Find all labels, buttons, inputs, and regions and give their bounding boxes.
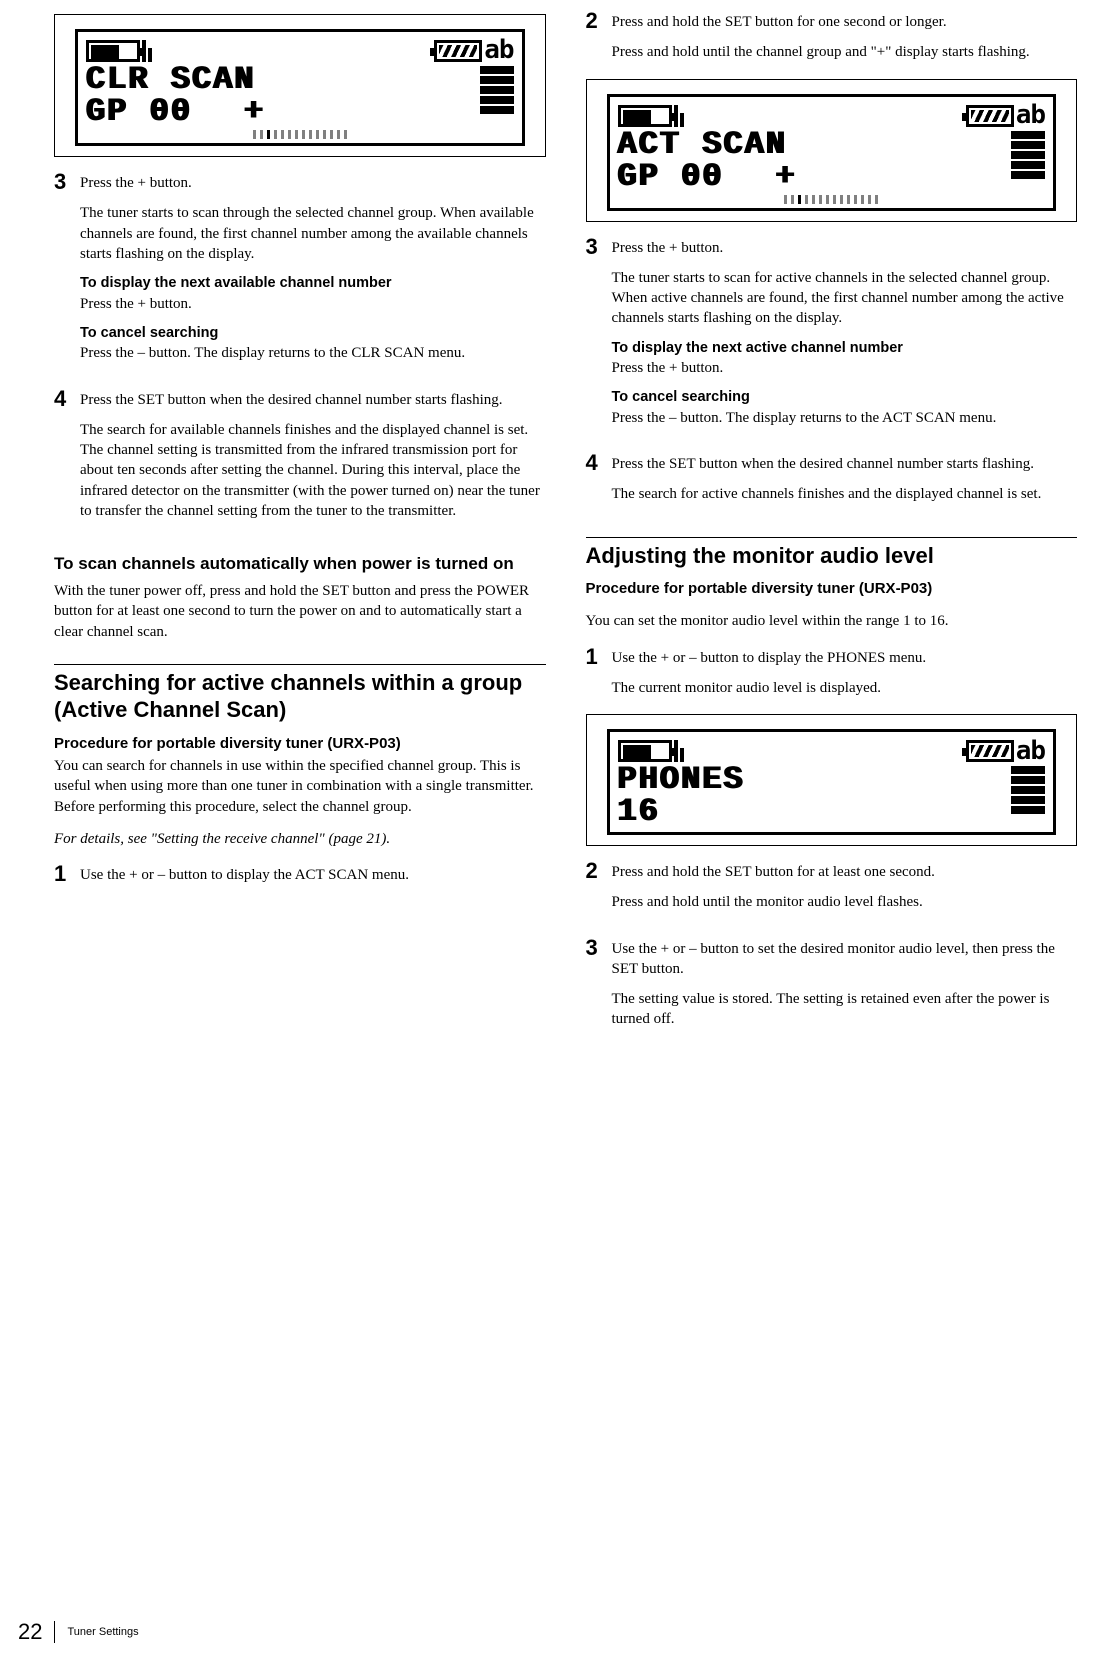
ab-label: ab — [484, 33, 513, 68]
step-lead: Use the + or – button to display the ACT… — [80, 865, 546, 885]
plus-icon: + — [776, 161, 797, 193]
step-lead: Press the SET button when the desired ch… — [80, 390, 546, 410]
lcd-line1: ACT SCAN — [618, 129, 1046, 161]
step-para: The tuner starts to scan for active chan… — [612, 268, 1078, 329]
sub-heading: To cancel searching — [80, 324, 546, 344]
lcd-line1: PHONES — [618, 764, 1046, 796]
step-lead: Press the + button. — [80, 173, 546, 193]
lcd-line2: 16 — [618, 796, 1046, 828]
procedure-heading: Procedure for portable diversity tuner (… — [54, 734, 546, 754]
left-column: ab CLR SCAN GP 00 + 3 Press the + button… — [54, 10, 546, 1046]
plus-icon: + — [244, 96, 265, 128]
step-number: 3 — [586, 937, 612, 1040]
body-para: You can set the monitor audio level with… — [586, 611, 1078, 631]
step-number: 4 — [54, 388, 80, 532]
sub-heading: To display the next active channel numbe… — [612, 339, 1078, 359]
body-para: You can search for channels in use withi… — [54, 756, 546, 797]
step-4: 4 Press the SET button when the desired … — [586, 452, 1078, 515]
procedure-heading: Procedure for portable diversity tuner (… — [586, 579, 1078, 599]
right-column: 2 Press and hold the SET button for one … — [586, 10, 1078, 1046]
step-para: Press the – button. The display returns … — [612, 408, 1078, 428]
sub-heading: To cancel searching — [612, 388, 1078, 408]
step-para: The tuner starts to scan through the sel… — [80, 203, 546, 264]
step-lead: Press the + button. — [612, 238, 1078, 258]
step-number: 2 — [586, 10, 612, 73]
step-number: 2 — [586, 860, 612, 923]
step-para: Press the – button. The display returns … — [80, 343, 546, 363]
cross-ref: For details, see "Setting the receive ch… — [54, 829, 546, 849]
ab-label: ab — [1016, 734, 1045, 769]
lcd-line2: GP 00 — [618, 161, 724, 193]
step-para: The current monitor audio level is displ… — [612, 678, 1078, 698]
ab-label: ab — [1016, 98, 1045, 133]
step-para: Press and hold until the monitor audio l… — [612, 892, 1078, 912]
step-lead: Use the + or – button to display the PHO… — [612, 648, 1078, 668]
step-number: 4 — [586, 452, 612, 515]
step-lead: Press and hold the SET button for one se… — [612, 12, 1078, 32]
step-para: Press the + button. — [612, 358, 1078, 378]
step-number: 1 — [586, 646, 612, 709]
step-2: 2 Press and hold the SET button for one … — [586, 10, 1078, 73]
step-para: Press the + button. — [80, 294, 546, 314]
step-lead: Use the + or – button to set the desired… — [612, 939, 1078, 980]
step-3: 3 Press the + button. The tuner starts t… — [54, 171, 546, 374]
page-footer: 22 Tuner Settings — [18, 1617, 139, 1647]
lcd-phones: ab PHONES 16 — [586, 714, 1078, 846]
step-1: 1 Use the + or – button to display the A… — [54, 863, 546, 895]
footer-section: Tuner Settings — [67, 1625, 138, 1640]
footer-divider — [54, 1621, 55, 1643]
step-number: 3 — [54, 171, 80, 374]
step-para: The setting value is stored. The setting… — [612, 989, 1078, 1030]
step-3b: 3 Use the + or – button to set the desir… — [586, 937, 1078, 1040]
step-para: The search for active channels finishes … — [612, 484, 1078, 504]
body-para: Before performing this procedure, select… — [54, 797, 546, 817]
page-number: 22 — [18, 1617, 42, 1647]
step-1: 1 Use the + or – button to display the P… — [586, 646, 1078, 709]
lcd-line1: CLR SCAN — [86, 64, 514, 96]
step-para: The search for available channels finish… — [80, 420, 546, 440]
lcd-clr-scan: ab CLR SCAN GP 00 + — [54, 14, 546, 157]
section-heading: Searching for active channels within a g… — [54, 664, 546, 724]
step-3: 3 Press the + button. The tuner starts t… — [586, 236, 1078, 439]
step-para: Press and hold until the channel group a… — [612, 42, 1078, 62]
subsection-heading: To scan channels automatically when powe… — [54, 553, 546, 575]
lcd-line2: GP 00 — [86, 96, 192, 128]
step-number: 1 — [54, 863, 80, 895]
step-para: The channel setting is transmitted from … — [80, 440, 546, 521]
body-para: With the tuner power off, press and hold… — [54, 581, 546, 642]
step-lead: Press and hold the SET button for at lea… — [612, 862, 1078, 882]
lcd-act-scan: ab ACT SCAN GP 00 + — [586, 79, 1078, 222]
sub-heading: To display the next available channel nu… — [80, 274, 546, 294]
step-lead: Press the SET button when the desired ch… — [612, 454, 1078, 474]
step-4: 4 Press the SET button when the desired … — [54, 388, 546, 532]
step-2b: 2 Press and hold the SET button for at l… — [586, 860, 1078, 923]
section-heading: Adjusting the monitor audio level — [586, 537, 1078, 570]
step-number: 3 — [586, 236, 612, 439]
